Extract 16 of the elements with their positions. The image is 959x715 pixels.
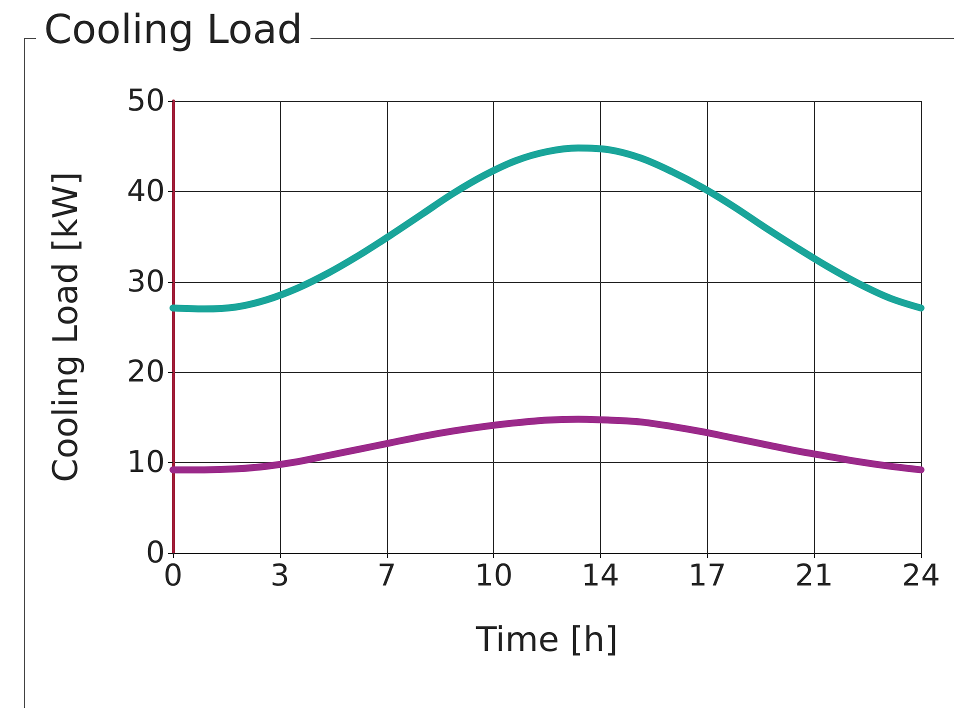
y-tick-label: 20: [126, 354, 165, 390]
x-tick-label: 10: [474, 558, 513, 594]
y-tick-label: 10: [126, 445, 165, 480]
x-tick-label: 24: [902, 558, 940, 594]
x-tick-label: 14: [581, 558, 620, 594]
y-tick-label: 40: [126, 174, 165, 209]
x-tick-label: 17: [688, 558, 726, 594]
x-tick-label: 7: [377, 558, 396, 594]
x-axis-title: Time [h]: [474, 620, 618, 660]
x-tick-label: 3: [270, 558, 290, 594]
y-axis-title: Cooling Load [kW]: [46, 172, 86, 482]
y-tick-label: 50: [126, 84, 165, 118]
y-tick-label: 30: [126, 264, 165, 300]
y-tick-label: 0: [146, 536, 165, 570]
x-tick-label: 21: [795, 558, 834, 594]
chart-title: Cooling Load: [44, 7, 303, 53]
